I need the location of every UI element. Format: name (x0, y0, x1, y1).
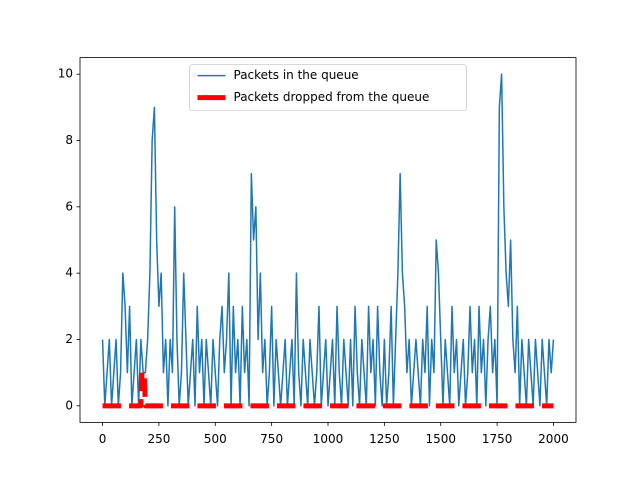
y-tick-label: 6 (65, 199, 73, 213)
y-tick-label: 0 (65, 398, 73, 412)
y-tick-label: 4 (65, 266, 73, 280)
y-tick-label: 10 (58, 67, 73, 81)
x-tick-label: 0 (99, 432, 107, 446)
legend-label: Packets dropped from the queue (234, 90, 430, 104)
y-tick-label: 8 (65, 133, 73, 147)
x-tick-label: 1250 (369, 432, 400, 446)
x-tick-label: 1750 (482, 432, 513, 446)
legend: Packets in the queue Packets dropped from… (189, 64, 467, 111)
y-tick-label: 2 (65, 332, 73, 346)
legend-label: Packets in the queue (234, 68, 359, 82)
x-tick-label: 750 (260, 432, 283, 446)
legend-box (189, 64, 467, 111)
x-tick-label: 500 (204, 432, 227, 446)
x-tick-label: 1500 (425, 432, 456, 446)
x-tick-label: 1000 (313, 432, 344, 446)
x-tick-label: 2000 (538, 432, 569, 446)
series-line (101, 73, 555, 407)
x-tick-label: 250 (147, 432, 170, 446)
series-line (102, 370, 554, 409)
